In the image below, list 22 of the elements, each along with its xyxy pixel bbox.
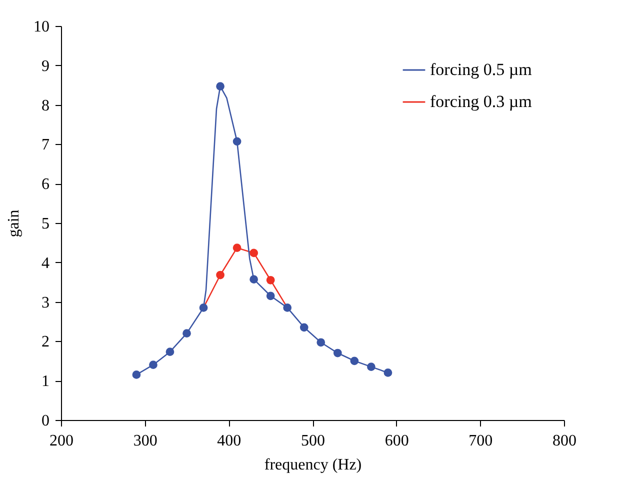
y-tick-label: 6 [42,176,50,194]
y-tick-label: 7 [42,136,50,154]
y-axis-title: gain [6,210,22,238]
x-tick-label: 700 [468,432,493,450]
y-tick-label: 0 [42,412,50,430]
y-tick-label: 10 [34,18,50,36]
y-tick-label: 4 [42,254,50,272]
x-axis-title: frequency (Hz) [264,456,362,474]
x-tick-label: 300 [133,432,158,450]
x-tick-label: 200 [50,432,74,450]
legend-label: forcing 0.3 µm [430,92,532,111]
y-tick-label: 8 [42,97,50,114]
x-tick-label: 800 [552,432,576,450]
x-tick-label: 400 [217,432,242,450]
y-tick-label: 3 [42,294,50,312]
y-tick-label: 5 [42,216,50,232]
y-tick-label: 2 [42,334,50,351]
y-tick-label: 1 [42,373,50,390]
y-tick-label: 9 [42,58,50,75]
x-tick-label: 600 [384,432,409,450]
x-tick-label: 500 [301,432,325,450]
legend-label: forcing 0.5 µm [430,60,532,79]
